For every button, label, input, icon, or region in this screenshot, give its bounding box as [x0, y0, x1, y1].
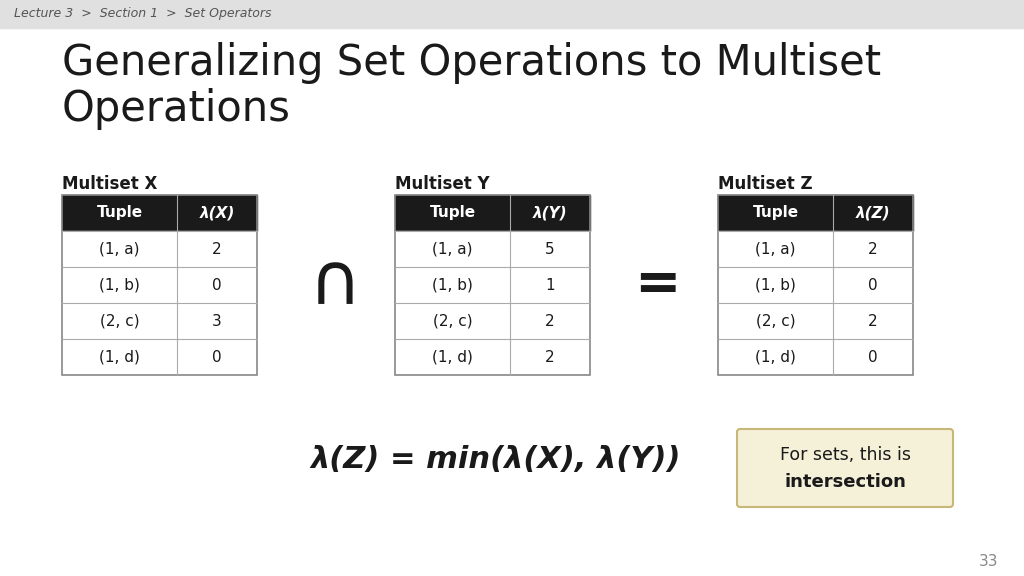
Bar [395, 231, 590, 267]
Text: Multiset Y: Multiset Y [395, 175, 489, 193]
Text: (2, c): (2, c) [433, 313, 472, 328]
Text: λ(Z) = min(λ(X), λ(Y)): λ(Z) = min(λ(X), λ(Y)) [310, 445, 681, 475]
Text: 2: 2 [868, 241, 878, 256]
Bar [62, 303, 257, 339]
Text: Multiset Z: Multiset Z [718, 175, 813, 193]
Text: Tuple: Tuple [753, 206, 799, 221]
Bar [718, 339, 913, 375]
Text: λ(Y): λ(Y) [532, 206, 567, 221]
FancyBboxPatch shape [737, 429, 953, 507]
Text: Generalizing Set Operations to Multiset: Generalizing Set Operations to Multiset [62, 42, 881, 84]
Bar [62, 195, 257, 231]
Bar [718, 231, 913, 267]
Text: intersection: intersection [784, 473, 906, 491]
Text: 2: 2 [212, 241, 222, 256]
Bar [62, 231, 257, 267]
Text: (1, b): (1, b) [99, 278, 140, 293]
Bar [718, 303, 913, 339]
Text: (1, d): (1, d) [432, 350, 473, 365]
Text: (1, d): (1, d) [755, 350, 796, 365]
Bar [718, 195, 913, 231]
Text: 2: 2 [545, 313, 555, 328]
Text: 0: 0 [212, 350, 222, 365]
Text: (1, b): (1, b) [432, 278, 473, 293]
Text: 0: 0 [868, 350, 878, 365]
Text: Tuple: Tuple [96, 206, 142, 221]
Text: 0: 0 [212, 278, 222, 293]
Text: 3: 3 [212, 313, 222, 328]
Bar [395, 267, 590, 303]
Bar [395, 195, 590, 231]
Text: Tuple: Tuple [429, 206, 475, 221]
Bar [62, 339, 257, 375]
Text: 1: 1 [545, 278, 555, 293]
Bar [395, 339, 590, 375]
Bar [62, 267, 257, 303]
Text: (1, a): (1, a) [99, 241, 139, 256]
Text: λ(X): λ(X) [200, 206, 234, 221]
Text: Multiset X: Multiset X [62, 175, 158, 193]
Text: 5: 5 [545, 241, 555, 256]
Bar [62, 195, 257, 375]
Text: 33: 33 [979, 555, 998, 570]
Text: 2: 2 [868, 313, 878, 328]
Text: 2: 2 [545, 350, 555, 365]
Bar [718, 195, 913, 375]
Text: ∩: ∩ [308, 251, 361, 320]
Text: 0: 0 [868, 278, 878, 293]
Text: λ(Z): λ(Z) [856, 206, 890, 221]
Text: Operations: Operations [62, 88, 291, 130]
Text: (2, c): (2, c) [99, 313, 139, 328]
Text: (1, d): (1, d) [99, 350, 140, 365]
Text: (1, b): (1, b) [755, 278, 796, 293]
Bar [395, 303, 590, 339]
Bar [0, 0, 1024, 28]
Bar [718, 267, 913, 303]
Text: (1, a): (1, a) [432, 241, 473, 256]
Text: =: = [634, 258, 680, 312]
Text: Lecture 3  >  Section 1  >  Set Operators: Lecture 3 > Section 1 > Set Operators [14, 7, 271, 21]
Text: (1, a): (1, a) [756, 241, 796, 256]
Text: (2, c): (2, c) [756, 313, 796, 328]
Bar [395, 195, 590, 375]
Text: For sets, this is: For sets, this is [779, 446, 910, 464]
